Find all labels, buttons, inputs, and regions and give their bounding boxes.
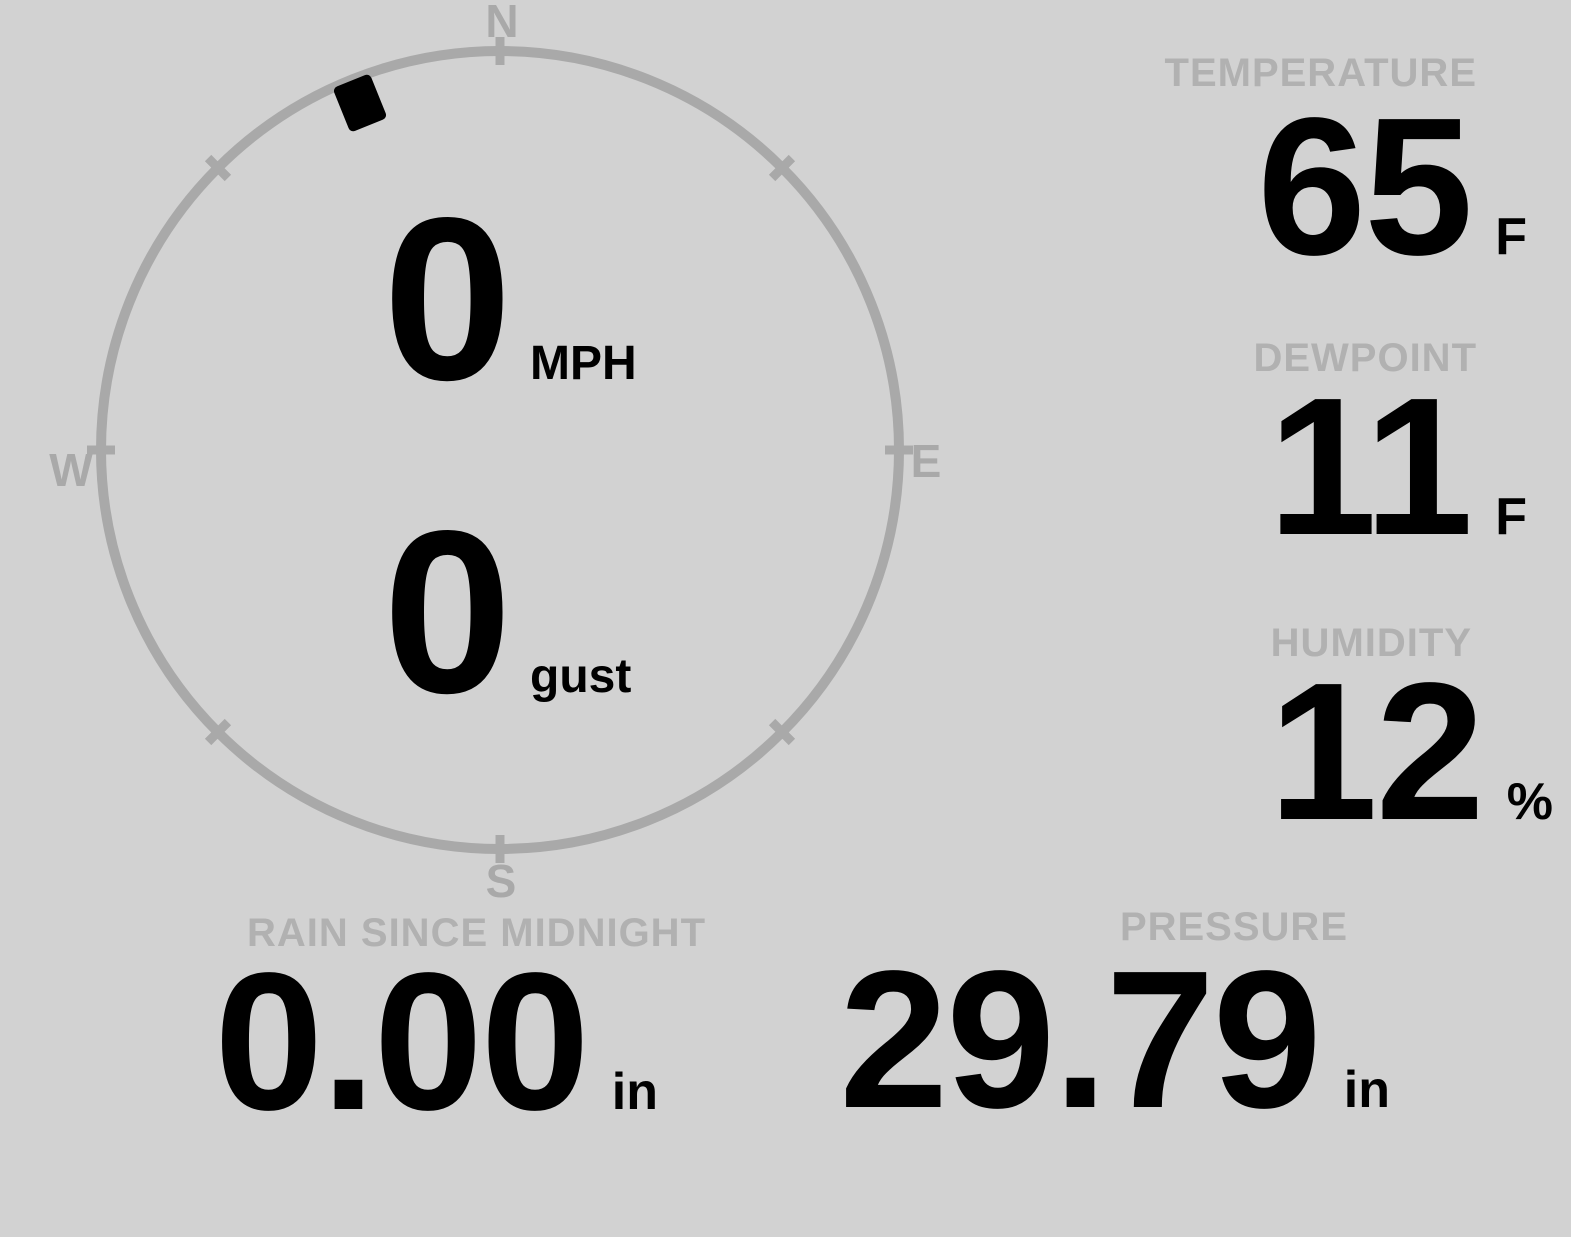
rain-value: 0.00 xyxy=(214,932,589,1151)
wind-gust-label: gust xyxy=(530,650,632,703)
pressure-value: 29.79 xyxy=(839,930,1321,1149)
rain-label: RAIN SINCE MIDNIGHT xyxy=(247,911,706,955)
humidity-label: HUMIDITY xyxy=(1270,621,1472,665)
humidity-reading: 12 % xyxy=(1269,654,1553,850)
humidity-unit: % xyxy=(1506,773,1553,831)
dewpoint-unit: F xyxy=(1495,488,1527,546)
pressure-label: PRESSURE xyxy=(1119,905,1348,949)
compass-tick xyxy=(885,445,913,455)
compass-tick xyxy=(495,37,505,65)
compass-label-north: N xyxy=(485,0,519,47)
rain-reading: 0.00 in xyxy=(214,944,658,1140)
temperature-label: TEMPERATURE xyxy=(1164,51,1477,95)
compass-label-east: E xyxy=(910,435,942,487)
wind-gust-value: 0 xyxy=(383,483,512,742)
temperature-value: 65 xyxy=(1257,77,1473,296)
rain-unit: in xyxy=(611,1063,658,1121)
wind-gust: 0 gust xyxy=(383,497,631,729)
dewpoint-label: DEWPOINT xyxy=(1253,336,1477,380)
humidity-value: 12 xyxy=(1268,642,1485,861)
dewpoint-reading: 11 F xyxy=(1268,369,1527,565)
compass-label-south: S xyxy=(485,855,517,907)
temperature-unit: F xyxy=(1495,208,1527,266)
wind-speed-unit: MPH xyxy=(530,337,637,390)
pressure-unit: in xyxy=(1343,1061,1390,1119)
temperature-reading: 65 F xyxy=(1257,89,1527,285)
pressure-reading: 29.79 in xyxy=(839,942,1390,1138)
wind-speed: 0 MPH xyxy=(383,184,637,416)
dewpoint-value: 11 xyxy=(1268,357,1473,576)
compass-label-west: W xyxy=(49,444,93,496)
wind-speed-value: 0 xyxy=(383,170,512,429)
